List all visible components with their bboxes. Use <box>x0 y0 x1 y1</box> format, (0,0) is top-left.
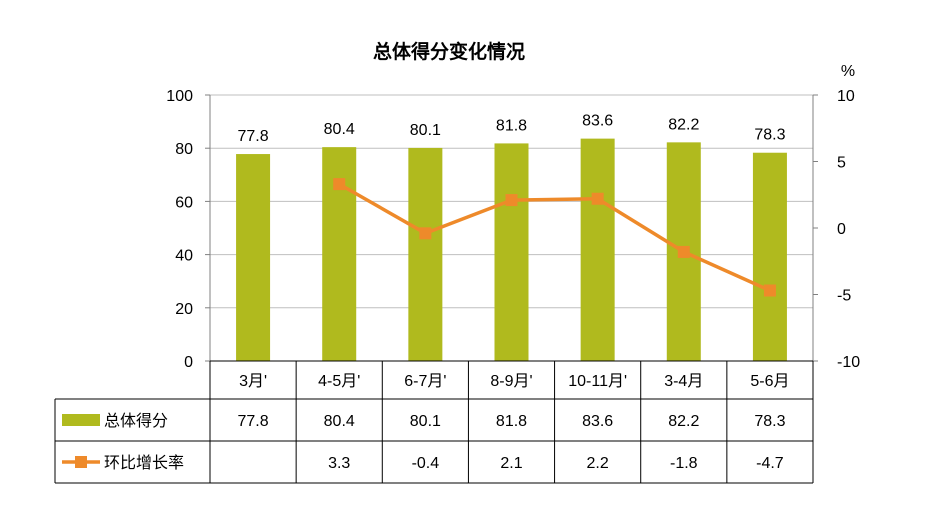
legend-swatch-bar <box>62 414 100 426</box>
table-cell: 77.8 <box>238 413 269 430</box>
table-cell: 3.3 <box>328 455 350 472</box>
table-cell: 78.3 <box>754 413 785 430</box>
bar <box>580 138 615 361</box>
bar-data-label: 83.6 <box>582 113 613 130</box>
right-axis-tick-label: -10 <box>837 354 860 371</box>
left-axis-tick-label: 80 <box>175 141 193 158</box>
table-cell: -1.8 <box>670 455 698 472</box>
table-cell: 81.8 <box>496 413 527 430</box>
axes: 0 20 40 60 80 100 -10 -5 0 5 10 <box>166 88 860 371</box>
line-point <box>419 227 432 240</box>
left-axis-tick-label: 0 <box>184 354 193 371</box>
left-axis-tick-label: 100 <box>166 88 193 105</box>
left-axis-tick-label: 20 <box>175 301 193 318</box>
category-label: 5-6月 <box>750 373 789 390</box>
line-point <box>505 194 518 207</box>
table-cell: 82.2 <box>668 413 699 430</box>
bar-data-labels: 77.8 80.4 80.1 81.8 83.6 82.2 78.3 <box>238 113 786 145</box>
legend-label: 环比增长率 <box>104 454 184 472</box>
bar <box>752 152 787 361</box>
line-point <box>333 178 346 191</box>
category-label: 10-11月' <box>568 373 627 390</box>
bar-data-label: 77.8 <box>238 128 269 145</box>
chart-title: 总体得分变化情况 <box>373 40 525 63</box>
right-axis-tick-label: -5 <box>837 288 851 305</box>
bar-data-label: 80.4 <box>324 121 355 138</box>
table-cell: 2.1 <box>500 455 522 472</box>
bar-data-label: 78.3 <box>754 127 785 144</box>
line-point <box>677 245 690 258</box>
right-axis-tick-label: 5 <box>837 155 846 172</box>
category-label: 3-4月 <box>664 373 703 390</box>
right-axis-unit: % <box>841 63 855 80</box>
legend-label: 总体得分 <box>104 412 168 430</box>
category-label: 4-5月' <box>318 373 360 390</box>
bar-data-label: 81.8 <box>496 117 527 134</box>
bar <box>236 154 271 361</box>
data-table: 3月' 4-5月' 6-7月' 8-9月' 10-11月' 3-4月 5-6月总体得分环比增… <box>54 360 814 484</box>
bar <box>408 147 443 361</box>
legend-marker <box>75 456 87 468</box>
category-label: 3月' <box>239 373 267 390</box>
left-axis-tick-label: 40 <box>175 248 193 265</box>
bar-data-label: 80.1 <box>410 122 441 139</box>
bar-series <box>236 138 787 361</box>
line-point <box>763 284 776 297</box>
table-cell: 80.1 <box>410 413 441 430</box>
left-axis-tick-label: 60 <box>175 194 193 211</box>
table-cell: -0.4 <box>412 455 440 472</box>
table-cell: 80.4 <box>324 413 355 430</box>
right-axis-tick-label: 0 <box>837 221 846 238</box>
right-axis-tick-label: 10 <box>837 88 855 105</box>
bar <box>494 143 529 361</box>
category-label: 6-7月' <box>404 373 446 390</box>
table-cell: -4.7 <box>756 455 784 472</box>
table-cell: 83.6 <box>582 413 613 430</box>
table-cell: 2.2 <box>587 455 609 472</box>
line-series <box>333 178 776 297</box>
line-point <box>591 192 604 205</box>
category-label: 8-9月' <box>490 373 532 390</box>
series-line <box>338 182 771 293</box>
bar-data-label: 82.2 <box>668 116 699 133</box>
